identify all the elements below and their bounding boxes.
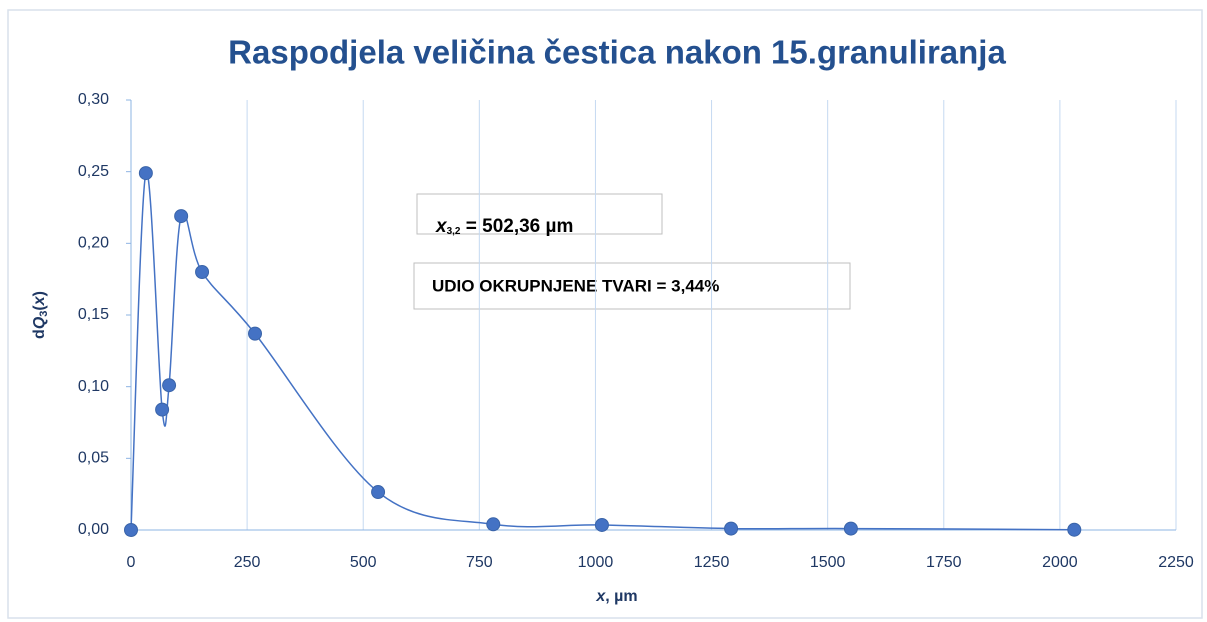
- x-axis-label: x, µm: [595, 588, 637, 605]
- y-tick-label: 0,00: [78, 521, 109, 538]
- marker: [174, 209, 189, 224]
- marker: [486, 517, 501, 532]
- chart-frame: [7, 9, 1203, 619]
- marker: [124, 523, 138, 537]
- marker: [594, 517, 609, 532]
- x-tick-label: 2250: [1158, 554, 1194, 571]
- marker: [138, 166, 153, 181]
- annotation-part: x: [435, 216, 448, 237]
- marker: [248, 326, 263, 341]
- y-axis-label: dQ3(x): [31, 291, 50, 339]
- y-label-part: x: [31, 295, 48, 306]
- y-label-part: ): [31, 291, 48, 296]
- y-label-part: d: [31, 329, 48, 339]
- annotation-part: = 502,36 µm: [460, 216, 573, 237]
- x-tick-label: 250: [234, 554, 261, 571]
- marker: [155, 402, 170, 417]
- annotation: UDIO OKRUPNJENE TVARI = 3,44%: [432, 276, 719, 295]
- y-label-part: Q: [31, 316, 48, 329]
- y-label-part: (: [31, 305, 48, 311]
- y-tick-label: 0,25: [78, 163, 109, 180]
- marker: [724, 521, 739, 536]
- x-label-part: , µm: [605, 588, 637, 605]
- x-tick-label: 500: [350, 554, 377, 571]
- y-label-part: 3: [38, 311, 50, 317]
- annotation-box: [413, 262, 851, 310]
- x-tick-label: 1750: [926, 554, 962, 571]
- annotation-box: [416, 193, 663, 235]
- x-tick-label: 750: [466, 554, 493, 571]
- x-tick-label: 2000: [1042, 554, 1078, 571]
- marker: [843, 521, 858, 536]
- chart-title: Raspodjela veličina čestica nakon 15.gra…: [228, 34, 1006, 71]
- y-tick-label: 0,05: [78, 450, 109, 467]
- y-tick-label: 0,10: [78, 378, 109, 395]
- y-tick-label: 0,15: [78, 306, 109, 323]
- y-tick-label: 0,20: [78, 235, 109, 252]
- marker: [371, 485, 386, 500]
- x-label-part: x: [595, 588, 606, 605]
- marker: [195, 265, 210, 279]
- y-tick-label: 0,30: [78, 91, 109, 108]
- x-tick-label: 0: [127, 554, 136, 571]
- marker: [1067, 522, 1082, 537]
- x-tick-label: 1000: [578, 554, 614, 571]
- marker: [162, 378, 177, 393]
- annotation: x3,2 = 502,36 µm: [435, 216, 573, 237]
- x-tick-label: 1500: [810, 554, 846, 571]
- x-tick-label: 1250: [694, 554, 730, 571]
- annotation-part: 3,2: [447, 226, 461, 237]
